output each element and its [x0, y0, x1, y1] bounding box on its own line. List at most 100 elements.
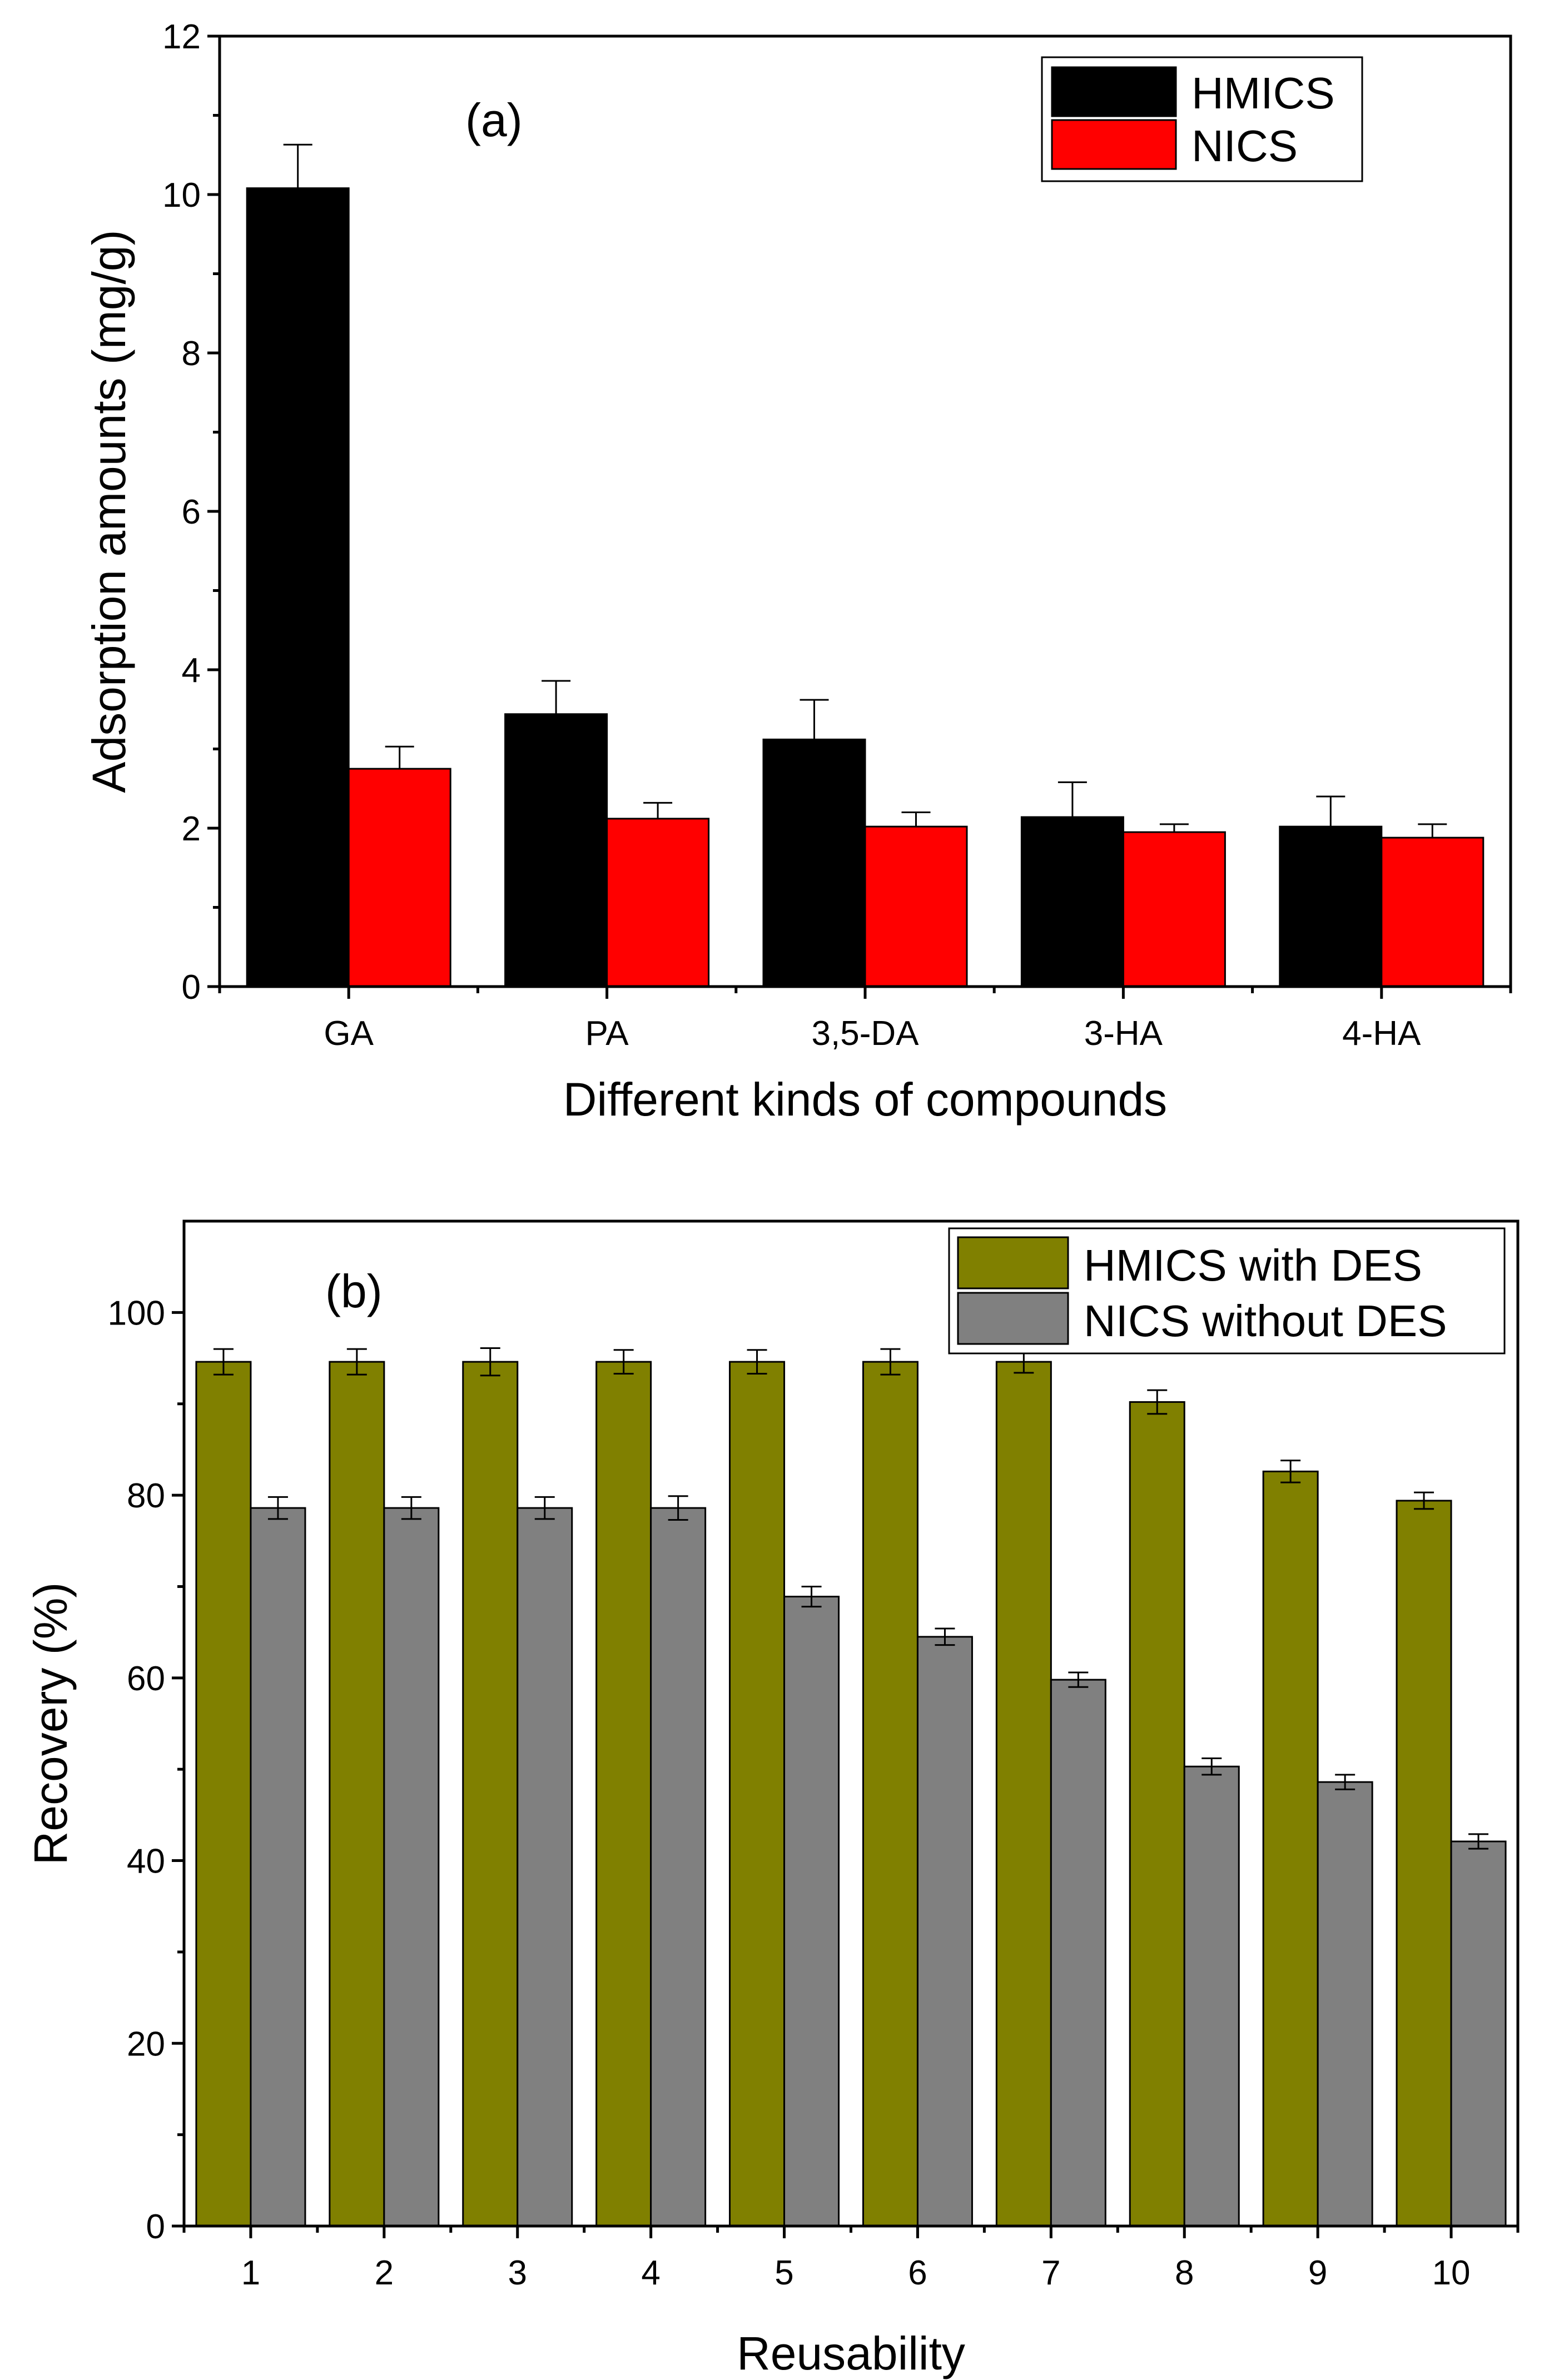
nics-without-des-bar-9: [1317, 1781, 1373, 2227]
nics-without-des-bar-3: [517, 1507, 573, 2227]
hmics-bar-3-ha-error-bar: [1057, 781, 1087, 818]
hmics-with-des-bar-8-error-bar: [1147, 1389, 1168, 1415]
x-tick-label-2: 2: [375, 2254, 394, 2292]
x-tick-label-4: 4: [641, 2254, 660, 2292]
hmics-bar-ga: [246, 187, 350, 988]
plot-frame-panel-a: [218, 34, 1512, 988]
hmics-with-des-bar-1: [195, 1361, 252, 2227]
nics-without-des-bar-1: [250, 1507, 306, 2227]
legend-swatch-nics-without-des: [957, 1292, 1069, 1345]
hmics-bar-3-5-da-error-bar: [800, 699, 829, 740]
nics-without-des-bar-1-error-bar: [267, 1496, 288, 1520]
nics-bar-4-ha: [1381, 837, 1484, 988]
nics-bar-3-ha-error-bar: [1159, 823, 1189, 833]
nics-without-des-bar-2: [383, 1507, 440, 2227]
x-tick-label-1: 1: [241, 2254, 260, 2292]
bars-panel-a: [246, 143, 1484, 988]
y-tick-label-10: 10: [162, 176, 201, 215]
legend-label-nics: NICS: [1191, 121, 1298, 171]
nics-without-des-bar-7: [1050, 1679, 1106, 2227]
nics-without-des-bar-6-error-bar: [935, 1627, 955, 1646]
hmics-with-des-bar-2: [329, 1361, 385, 2227]
hmics-bar-3-5-da: [762, 738, 866, 988]
nics-without-des-bar-2-error-bar: [401, 1496, 421, 1520]
nics-bar-3-5-da: [864, 825, 968, 988]
hmics-with-des-bar-4-error-bar: [613, 1349, 634, 1375]
hmics-with-des-bar-3-error-bar: [480, 1347, 500, 1377]
y-tick-label-20: 20: [127, 2025, 165, 2063]
nics-without-des-bar-3-error-bar: [534, 1496, 555, 1520]
hmics-bar-pa-error-bar: [542, 680, 571, 714]
hmics-bar-3-ha: [1020, 816, 1124, 988]
x-tick-label-5: 5: [774, 2254, 793, 2292]
nics-without-des-bar-10: [1450, 1840, 1507, 2227]
hmics-bar-4-ha: [1279, 825, 1383, 988]
y-tick-label-4: 4: [182, 651, 201, 690]
y-tick-label-2: 2: [182, 810, 201, 848]
x-ticks-panel-b: 1 2 3 4 5 6 7 8 9 10: [182, 2226, 1520, 2292]
nics-without-des-bar-8: [1183, 1765, 1240, 2227]
hmics-with-des-bar-2-error-bar: [346, 1348, 367, 1376]
nics-bar-ga-error-bar: [385, 745, 414, 769]
nics-without-des-bar-7-error-bar: [1068, 1671, 1089, 1688]
y-tick-label-0: 0: [146, 2208, 165, 2246]
nics-without-des-bar-5: [783, 1596, 840, 2227]
x-tick-label-6: 6: [908, 2254, 927, 2292]
nics-without-des-bar-4: [650, 1507, 707, 2227]
hmics-bar-ga-error-bar: [283, 143, 312, 188]
legend-panel-b: HMICS with DES NICS without DES: [948, 1227, 1506, 1355]
x-ticks-panel-a: GA PA 3,5-DA 3-HA 4-HA: [218, 987, 1512, 1053]
y-tick-label-8: 8: [182, 335, 201, 373]
nics-without-des-bar-5-error-bar: [801, 1585, 822, 1608]
hmics-with-des-bar-6: [862, 1361, 918, 2227]
hmics-bar-4-ha-error-bar: [1316, 795, 1345, 827]
x-tick-label-3: 3: [508, 2254, 527, 2292]
hmics-with-des-bar-5: [729, 1361, 786, 2227]
y-ticks-panel-a: 0 2 4 6 8 10 12: [162, 18, 220, 1007]
plot-frame-panel-b: [182, 1219, 1520, 2228]
hmics-with-des-bar-10: [1396, 1500, 1452, 2227]
hmics-bar-pa: [504, 713, 608, 988]
nics-without-des-bar-4-error-bar: [668, 1495, 688, 1521]
nics-without-des-bar-10-error-bar: [1468, 1833, 1489, 1850]
chart-panel-a: 0 2 4 6 8 10 12 GA PA 3,5-DA 3-HA 4-HA (a) Differe…: [83, 18, 1512, 1126]
y-tick-label-100: 100: [108, 1294, 165, 1332]
x-tick-label-8: 8: [1175, 2254, 1194, 2292]
x-tick-label-9: 9: [1308, 2254, 1327, 2292]
y-axis-title-panel-a: Adsorption amounts (mg/g): [83, 230, 135, 793]
nics-bar-4-ha-error-bar: [1418, 823, 1447, 838]
nics-without-des-bar-8-error-bar: [1201, 1757, 1222, 1776]
legend-swatch-nics: [1051, 119, 1177, 170]
nics-without-des-bar-9-error-bar: [1335, 1774, 1356, 1790]
legend-label-nics-without-des: NICS without DES: [1084, 1296, 1447, 1346]
hmics-with-des-bar-1-error-bar: [213, 1348, 234, 1376]
hmics-with-des-bar-5-error-bar: [747, 1349, 767, 1375]
y-tick-label-6: 6: [182, 493, 201, 531]
x-axis-title-panel-a: Different kinds of compounds: [563, 1073, 1167, 1126]
y-tick-label-80: 80: [127, 1477, 165, 1515]
panel-label-a: (a): [465, 94, 523, 146]
hmics-with-des-bar-6-error-bar: [880, 1348, 901, 1376]
hmics-with-des-bar-7: [995, 1361, 1052, 2227]
legend-swatch-hmics: [1051, 66, 1177, 117]
hmics-with-des-bar-9: [1262, 1470, 1319, 2227]
nics-bar-3-ha: [1122, 831, 1226, 988]
hmics-with-des-bar-10-error-bar: [1414, 1491, 1434, 1510]
x-tick-label-7: 7: [1041, 2254, 1060, 2292]
hmics-with-des-bar-8: [1129, 1401, 1185, 2227]
y-tick-label-40: 40: [127, 1843, 165, 1881]
hmics-with-des-bar-3: [462, 1361, 519, 2227]
x-tick-label-3-ha: 3-HA: [1084, 1014, 1163, 1053]
hmics-with-des-bar-4: [595, 1361, 652, 2227]
legend-swatch-hmics-with-des: [957, 1236, 1069, 1289]
hmics-with-des-bar-9-error-bar: [1280, 1460, 1301, 1483]
nics-bar-3-5-da-error-bar: [901, 811, 931, 827]
nics-bar-pa-error-bar: [643, 801, 673, 819]
x-tick-label-pa: PA: [585, 1014, 629, 1053]
chart-panel-b: 0 20 40 60 80 100 1 2 3 4 5 6 7 8 9 10 (b) Reusability…: [24, 1219, 1520, 2379]
x-tick-label-10: 10: [1432, 2254, 1471, 2292]
x-tick-label-4-ha: 4-HA: [1342, 1014, 1421, 1053]
bars-panel-b: [195, 1347, 1507, 2227]
legend-label-hmics: HMICS: [1191, 68, 1335, 118]
